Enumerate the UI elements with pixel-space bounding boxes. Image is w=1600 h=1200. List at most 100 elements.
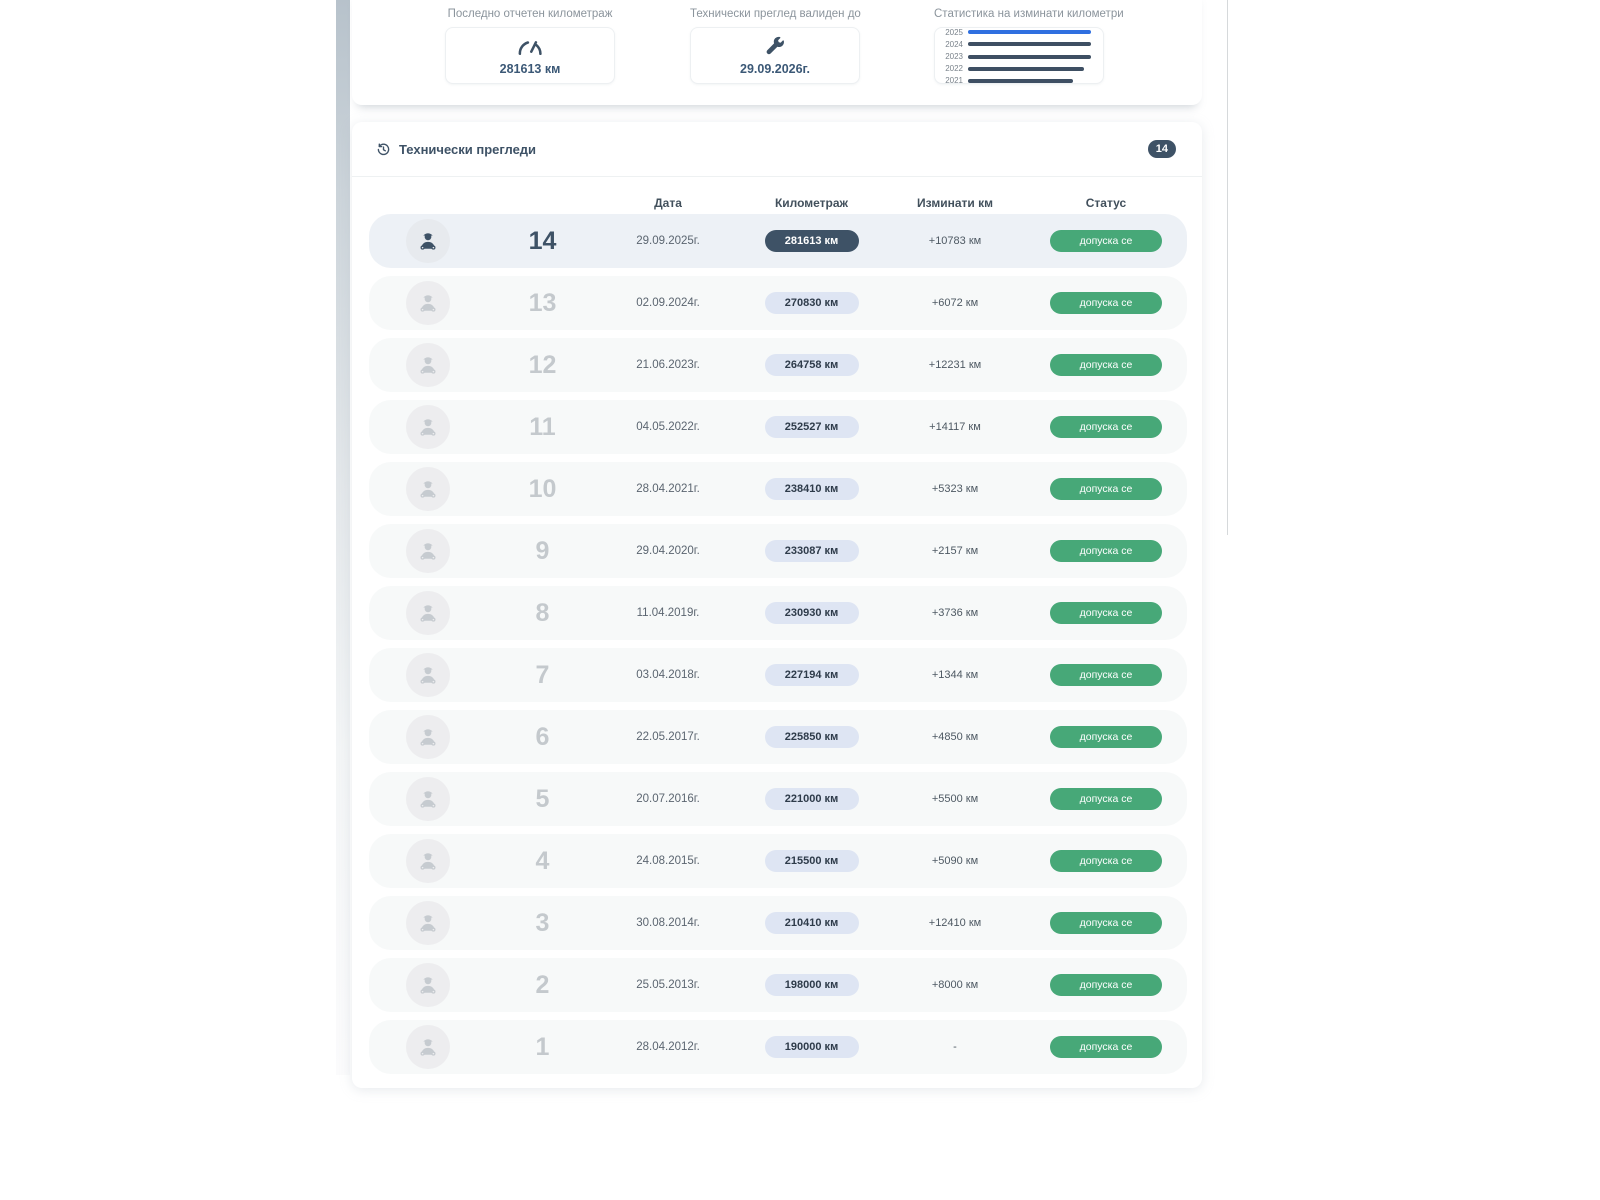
mechanic-avatar-icon [406,777,450,821]
row-number: 12 [528,350,557,379]
history-icon [376,142,391,157]
stat-value: 29.09.2026г. [740,61,810,76]
mechanic-avatar-icon [406,591,450,635]
mechanic-avatar-icon [406,343,450,387]
status-badge: допуска се [1050,292,1162,314]
row-number: 1 [535,1032,550,1061]
traveled-km: +5323 км [931,483,979,495]
mechanic-avatar-icon [406,529,450,573]
panel-title: Технически прегледи [399,141,537,157]
row-date: 29.04.2020г. [636,545,700,557]
mechanic-avatar-icon [406,405,450,449]
inspection-row[interactable]: 8 11.04.2019г. 230930 км +3736 км допуска се [369,586,1187,640]
row-number: 14 [528,226,557,255]
chart-year-label: 2023 [945,52,963,61]
traveled-km: +8000 км [931,979,979,991]
chart-bar [968,66,1084,71]
inspection-row[interactable]: 5 20.07.2016г. 221000 км +5500 км допуска се [369,772,1187,826]
mechanic-avatar-icon [406,901,450,945]
traveled-km: +12231 км [928,359,982,371]
row-date: 03.04.2018г. [636,669,700,681]
inspection-row[interactable]: 4 24.08.2015г. 215500 км +5090 км допуска се [369,834,1187,888]
inspection-row[interactable]: 1 28.04.2012г. 190000 км - допуска се [369,1020,1187,1074]
row-number: 5 [535,784,550,813]
row-number: 8 [535,598,550,627]
speedometer-icon [513,36,547,58]
row-number: 7 [535,660,550,689]
status-badge: допуска се [1050,850,1162,872]
traveled-km: +5500 км [931,793,979,805]
row-date: 24.08.2015г. [636,855,700,867]
inspection-row[interactable]: 14 29.09.2025г. 281613 км +10783 км допуска … [369,214,1187,268]
stat-inspection-valid: Технически преглед валиден до 29.09.2026… [690,8,861,84]
traveled-km: +4850 км [931,731,979,743]
mileage-badge: 227194 км [764,664,859,686]
mileage-badge: 190000 км [764,1036,859,1058]
chart-bar-row: 2024 [943,40,1091,49]
mechanic-avatar-icon [406,839,450,883]
row-number: 2 [535,970,550,999]
mileage-badge: 210410 км [764,912,859,934]
inspection-row[interactable]: 9 29.04.2020г. 233087 км +2157 км допуска се [369,524,1187,578]
status-badge: допуска се [1050,974,1162,996]
row-number: 13 [528,288,557,317]
panel-header: Технически прегледи 14 [352,122,1202,176]
chart-year-label: 2022 [945,64,963,74]
inspection-row[interactable]: 7 03.04.2018г. 227194 км +1344 км допуска се [369,648,1187,702]
row-date: 29.09.2025г. [636,235,700,247]
mileage-badge: 230930 км [764,602,859,624]
row-number: 6 [535,722,550,751]
inspection-row[interactable]: 11 04.05.2022г. 252527 км +14117 км допуска … [369,400,1187,454]
row-date: 21.06.2023г. [636,359,700,371]
mileage-badge: 215500 км [764,850,859,872]
col-header-mileage: Километраж [774,196,849,210]
mechanic-avatar-icon [406,963,450,1007]
stat-mileage-chart: Статистика на изминати километри 2025 202… [934,8,1124,85]
status-badge: допуска се [1050,478,1162,500]
status-badge: допуска се [1050,540,1162,562]
inspection-row[interactable]: 6 22.05.2017г. 225850 км +4850 км допуска се [369,710,1187,764]
count-badge: 14 [1147,139,1176,159]
inspection-row[interactable]: 2 25.05.2013г. 198000 км +8000 км допуска се [369,958,1187,1012]
status-badge: допуска се [1050,664,1162,686]
traveled-km: +12410 км [928,917,982,929]
chart-bar-row: 2022 [943,64,1091,73]
chart-bar-row: 2021 [943,76,1091,85]
col-header-traveled: Изминати км [917,196,993,210]
stat-card-mileage: 281613 км [445,27,615,84]
row-date: 22.05.2017г. [636,731,700,743]
stat-value: 281613 км [499,61,561,76]
mileage-badge: 270830 км [764,292,859,314]
mechanic-avatar-icon [406,715,450,759]
row-date: 04.05.2022г. [636,421,700,433]
inspection-row[interactable]: 3 30.08.2014г. 210410 км +12410 км допуска с… [369,896,1187,950]
mileage-badge: 252527 км [764,416,859,438]
inspection-row[interactable]: 10 28.04.2021г. 238410 км +5323 км допуска с… [369,462,1187,516]
stat-label: Статистика на изминати километри [934,8,1124,20]
row-date: 25.05.2013г. [636,979,700,991]
stat-last-mileage: Последно отчетен километраж 281613 км [445,8,615,84]
status-badge: допуска се [1050,230,1162,252]
col-header-date: Дата [654,196,682,210]
row-date: 28.04.2012г. [636,1041,700,1053]
stat-label: Последно отчетен километраж [447,8,613,20]
chart-year-label: 2025 [945,27,963,37]
chart-bar-row: 2025 [943,28,1091,37]
mileage-badge: 198000 км [764,974,859,996]
inspections-panel: Технически прегледи 14 Дата Километраж И… [352,122,1202,1088]
row-date: 11.04.2019г. [636,607,700,619]
col-header-status: Статус [1085,196,1127,210]
mileage-bar-chart: 2025 2024 2023 2022 2021 [934,27,1104,85]
traveled-km: +5090 км [931,855,979,867]
window-edge-line [1227,0,1228,535]
row-date: 20.07.2016г. [636,793,700,805]
inspection-row[interactable]: 13 02.09.2024г. 270830 км +6072 км допуска с… [369,276,1187,330]
chart-bar-row: 2023 [943,52,1091,61]
row-number: 3 [535,908,550,937]
page-background-strip [336,0,350,1075]
chart-bar [968,42,1091,47]
mileage-badge: 225850 км [764,726,859,748]
stat-label: Технически преглед валиден до [690,8,861,20]
inspection-row[interactable]: 12 21.06.2023г. 264758 км +12231 км допуска … [369,338,1187,392]
